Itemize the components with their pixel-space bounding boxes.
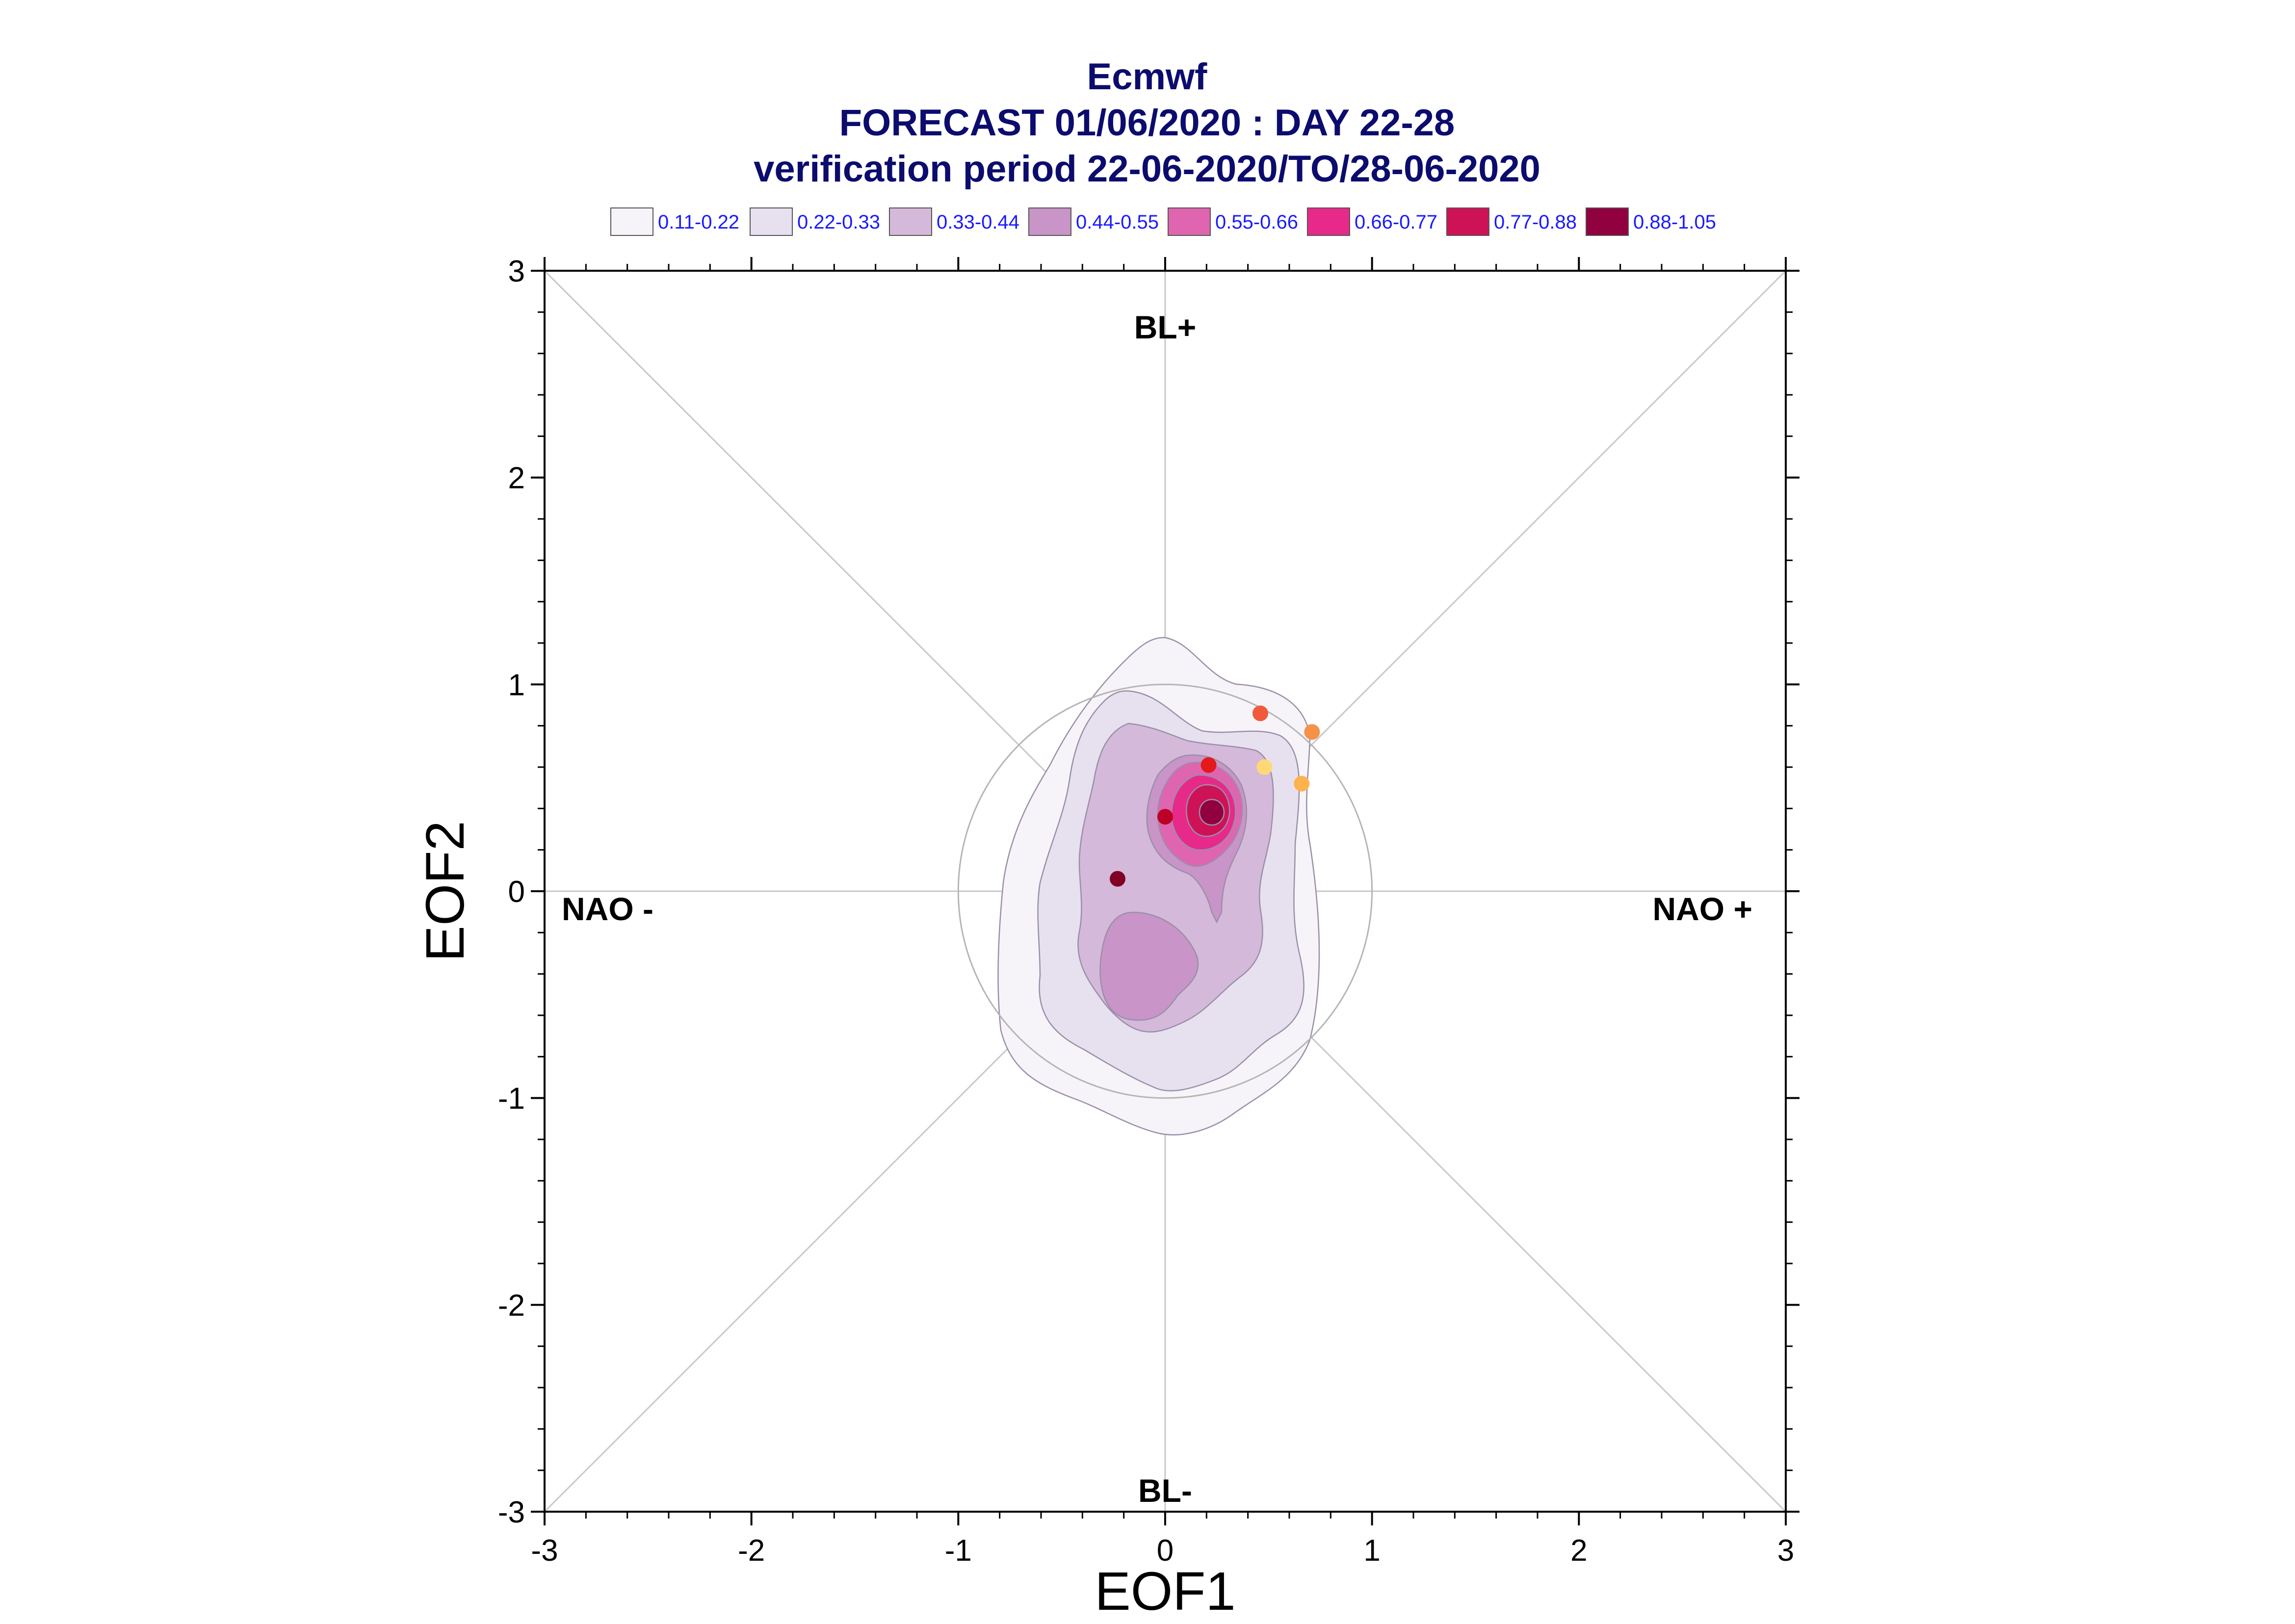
legend-label: 0.11-0.22: [658, 211, 739, 233]
y-tick-label: 3: [508, 255, 525, 288]
legend-swatch: [610, 207, 653, 236]
regime-label-right: NAO +: [1652, 891, 1752, 927]
regime-label-bottom: BL-: [1138, 1472, 1192, 1509]
member-point: [1200, 757, 1217, 773]
legend-label: 0.77-0.88: [1494, 211, 1577, 233]
legend-label: 0.44-0.55: [1076, 211, 1159, 233]
y-tick-label: -2: [498, 1289, 525, 1322]
regime-label-top: BL+: [1134, 309, 1197, 345]
member-point: [1304, 724, 1320, 740]
legend-swatch: [1586, 207, 1629, 236]
chart-title-line-2: FORECAST 01/06/2020 : DAY 22-28: [839, 102, 1455, 144]
legend-label: 0.22-0.33: [797, 211, 880, 233]
member-points: [1110, 705, 1320, 887]
reference-circle: [957, 683, 1373, 1099]
chart-title-line-1: Ecmwf: [1087, 56, 1208, 98]
member-point: [1110, 871, 1126, 887]
legend-label: 0.88-1.05: [1633, 211, 1716, 233]
legend-swatch: [1168, 207, 1211, 236]
legend-swatch: [889, 207, 932, 236]
y-axis-label: EOF2: [415, 821, 475, 961]
x-tick-label: 0: [1157, 1534, 1174, 1568]
legend-label: 0.33-0.44: [937, 211, 1019, 233]
legend: 0.11-0.22 0.22-0.33 0.33-0.44 0.44-0.55 0.55…: [610, 207, 1716, 236]
member-point: [1157, 809, 1173, 825]
x-tick-label: -3: [531, 1534, 558, 1568]
legend-label: 0.55-0.66: [1215, 211, 1298, 233]
regime-label-left: NAO -: [562, 891, 653, 927]
y-tick-label: 0: [508, 875, 525, 909]
legend-label: 0.66-0.77: [1355, 211, 1437, 233]
axes: -3 -2 -1 0 1 2 3 -3 -2 -1 0 1 2 3: [498, 255, 1799, 1568]
y-tick-label: -1: [498, 1082, 525, 1116]
y-tick-label: 1: [508, 668, 525, 702]
x-tick-label: 3: [1777, 1534, 1794, 1568]
legend-swatch: [1307, 207, 1350, 236]
density-contours: [997, 637, 1320, 1135]
member-point: [1252, 705, 1268, 722]
x-tick-label: 2: [1570, 1534, 1587, 1568]
x-tick-label: -1: [945, 1534, 972, 1568]
member-point: [1294, 775, 1310, 792]
density-level-0.44-0.55-lower: [1099, 911, 1199, 1021]
x-tick-label: -2: [738, 1534, 765, 1568]
member-point: [1256, 759, 1273, 775]
y-tick-label: -3: [498, 1495, 525, 1529]
legend-swatch: [1028, 207, 1071, 236]
density-level-0.88-1.05: [1199, 799, 1225, 826]
legend-swatch: [750, 207, 793, 236]
y-tick-label: 2: [508, 462, 525, 495]
legend-swatch: [1446, 207, 1489, 236]
chart-title-line-3: verification period 22-06-2020/TO/28-06-…: [754, 148, 1540, 190]
x-tick-label: 1: [1363, 1534, 1380, 1568]
x-axis-label: EOF1: [1095, 1561, 1235, 1622]
